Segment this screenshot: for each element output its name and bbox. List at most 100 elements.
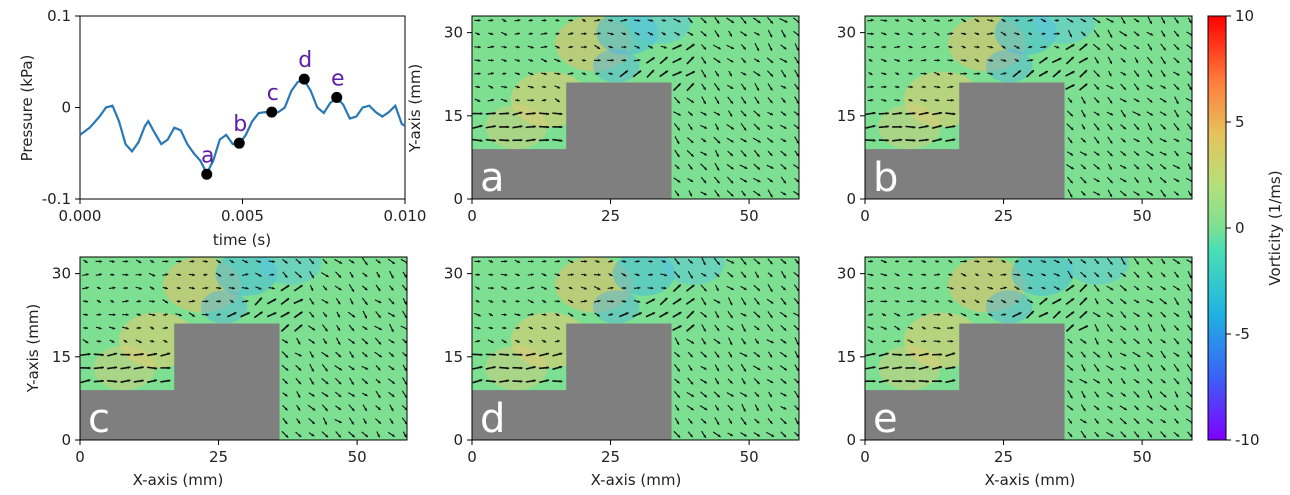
velocity-arrow-head <box>897 313 901 317</box>
velocity-arrow-head <box>377 314 381 318</box>
velocity-arrow-head <box>783 139 787 142</box>
velocity-arrow-head <box>756 274 759 278</box>
velocity-arrow-head <box>884 19 888 22</box>
velocity-arrow-head <box>271 273 275 277</box>
velocity-arrow-head <box>1162 420 1166 423</box>
velocity-arrow-head <box>717 434 721 437</box>
velocity-arrow-head <box>151 260 155 263</box>
velocity-arrow-head <box>796 301 799 305</box>
velocity-arrow-head <box>205 286 209 290</box>
velocity-arrow-head <box>691 311 694 314</box>
velocity-arrow-head <box>297 394 301 398</box>
velocity-arrow-head <box>1070 166 1074 170</box>
vorticity-patch <box>200 290 248 324</box>
velocity-arrow-head <box>796 153 799 157</box>
velocity-arrow-head <box>517 313 521 317</box>
velocity-arrow-head <box>1015 299 1019 303</box>
velocity-arrow-head <box>1162 340 1166 344</box>
field-panel-a: a0 25 50 30 15 0 <box>444 15 800 225</box>
velocity-arrow-head <box>1136 380 1140 384</box>
velocity-arrow-head <box>570 300 574 303</box>
velocity-arrow-head <box>677 434 681 438</box>
velocity-arrow-head <box>885 366 889 369</box>
velocity-arrow-head <box>1056 273 1060 277</box>
velocity-arrow-head <box>923 260 927 263</box>
velocity-arrow-head <box>962 45 966 49</box>
velocity-arrow-head <box>990 260 993 263</box>
velocity-arrow-head <box>1110 301 1114 304</box>
obstacle <box>865 323 1065 440</box>
pressure-point-a <box>201 168 213 180</box>
velocity-arrow-head <box>796 342 799 346</box>
velocity-arrow-head <box>519 379 523 383</box>
velocity-arrow-head <box>729 368 733 372</box>
velocity-arrow-head <box>543 19 547 22</box>
velocity-arrow-head <box>556 45 560 49</box>
velocity-arrow-head <box>1123 46 1127 50</box>
velocity-arrow-head <box>690 56 694 60</box>
colorbar-tick-label: 10 <box>1235 7 1254 25</box>
velocity-arrow-head <box>325 274 329 277</box>
velocity-arrow-head <box>783 126 787 129</box>
velocity-arrow-head <box>493 111 496 115</box>
velocity-arrow-head <box>662 32 666 36</box>
vorticity-patch <box>1033 16 1096 44</box>
velocity-arrow-head <box>1162 314 1166 318</box>
velocity-arrow-head <box>364 354 368 357</box>
velocity-arrow-head <box>1083 284 1087 288</box>
velocity-arrow-head <box>716 288 719 292</box>
velocity-arrow-head <box>583 286 587 290</box>
velocity-arrow-head <box>543 313 547 317</box>
velocity-arrow-head <box>742 193 746 197</box>
velocity-arrow-head <box>783 367 787 371</box>
velocity-arrow-head <box>1123 165 1127 169</box>
velocity-arrow-head <box>477 58 481 62</box>
velocity-arrow-head <box>757 139 761 143</box>
velocity-arrow-head <box>377 288 381 292</box>
velocity-arrow-head <box>703 112 707 116</box>
velocity-arrow-head <box>543 339 547 343</box>
velocity-arrow-head <box>742 46 746 50</box>
velocity-arrow-head <box>532 125 536 129</box>
velocity-arrow-head <box>391 301 395 305</box>
velocity-arrow-head <box>1176 313 1180 317</box>
velocity-arrow-head <box>529 326 533 330</box>
field-ytick-label: 15 <box>444 348 463 366</box>
velocity-arrow-head <box>743 328 746 332</box>
velocity-arrow-head <box>1149 73 1153 77</box>
field-ytick-label: 0 <box>846 190 856 208</box>
velocity-arrow-head <box>783 301 786 305</box>
velocity-arrow-head <box>923 286 927 290</box>
velocity-arrow-head <box>624 70 628 74</box>
velocity-arrow-head <box>531 260 534 263</box>
velocity-arrow-head <box>164 286 168 290</box>
velocity-arrow-head <box>870 273 874 277</box>
velocity-arrow-head <box>479 379 483 382</box>
velocity-arrow-head <box>1109 274 1113 278</box>
velocity-arrow-head <box>871 85 874 89</box>
velocity-arrow-head <box>519 366 523 370</box>
velocity-arrow-head <box>649 45 653 49</box>
velocity-arrow-head <box>677 179 681 183</box>
velocity-arrow-head <box>284 260 288 264</box>
velocity-arrow-head <box>1015 260 1019 263</box>
velocity-arrow-head <box>1096 166 1100 170</box>
velocity-arrow-head <box>350 301 354 305</box>
velocity-arrow-head <box>937 19 940 22</box>
velocity-arrow-head <box>218 273 222 277</box>
velocity-vectors <box>80 257 407 438</box>
velocity-arrow-head <box>557 72 561 76</box>
colorbar-tick-label: -10 <box>1235 431 1260 449</box>
pressure-ylabel: Pressure (kPa) <box>18 55 36 162</box>
velocity-arrow-head <box>1148 180 1152 184</box>
vorticity-patch <box>629 16 692 44</box>
velocity-arrow-head <box>286 285 290 288</box>
velocity-arrow-head <box>298 261 302 264</box>
velocity-arrow-head <box>949 273 953 277</box>
velocity-arrow-head <box>97 286 101 290</box>
velocity-arrow-head <box>729 380 733 384</box>
velocity-arrow-head <box>676 141 680 145</box>
velocity-arrow-head <box>911 299 914 303</box>
velocity-arrow-head <box>743 433 747 437</box>
velocity-arrow-head <box>1188 193 1192 197</box>
